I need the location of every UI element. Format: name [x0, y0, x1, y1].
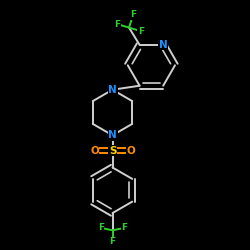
Text: F: F	[98, 224, 104, 232]
Text: O: O	[126, 146, 135, 156]
Text: F: F	[138, 26, 144, 36]
Text: N: N	[108, 130, 117, 140]
Text: N: N	[159, 40, 168, 50]
Text: F: F	[110, 238, 116, 246]
Text: F: F	[114, 20, 120, 28]
Text: N: N	[108, 85, 117, 95]
Text: F: F	[130, 10, 136, 19]
Text: F: F	[121, 224, 127, 232]
Text: S: S	[109, 146, 116, 156]
Text: O: O	[90, 146, 99, 156]
